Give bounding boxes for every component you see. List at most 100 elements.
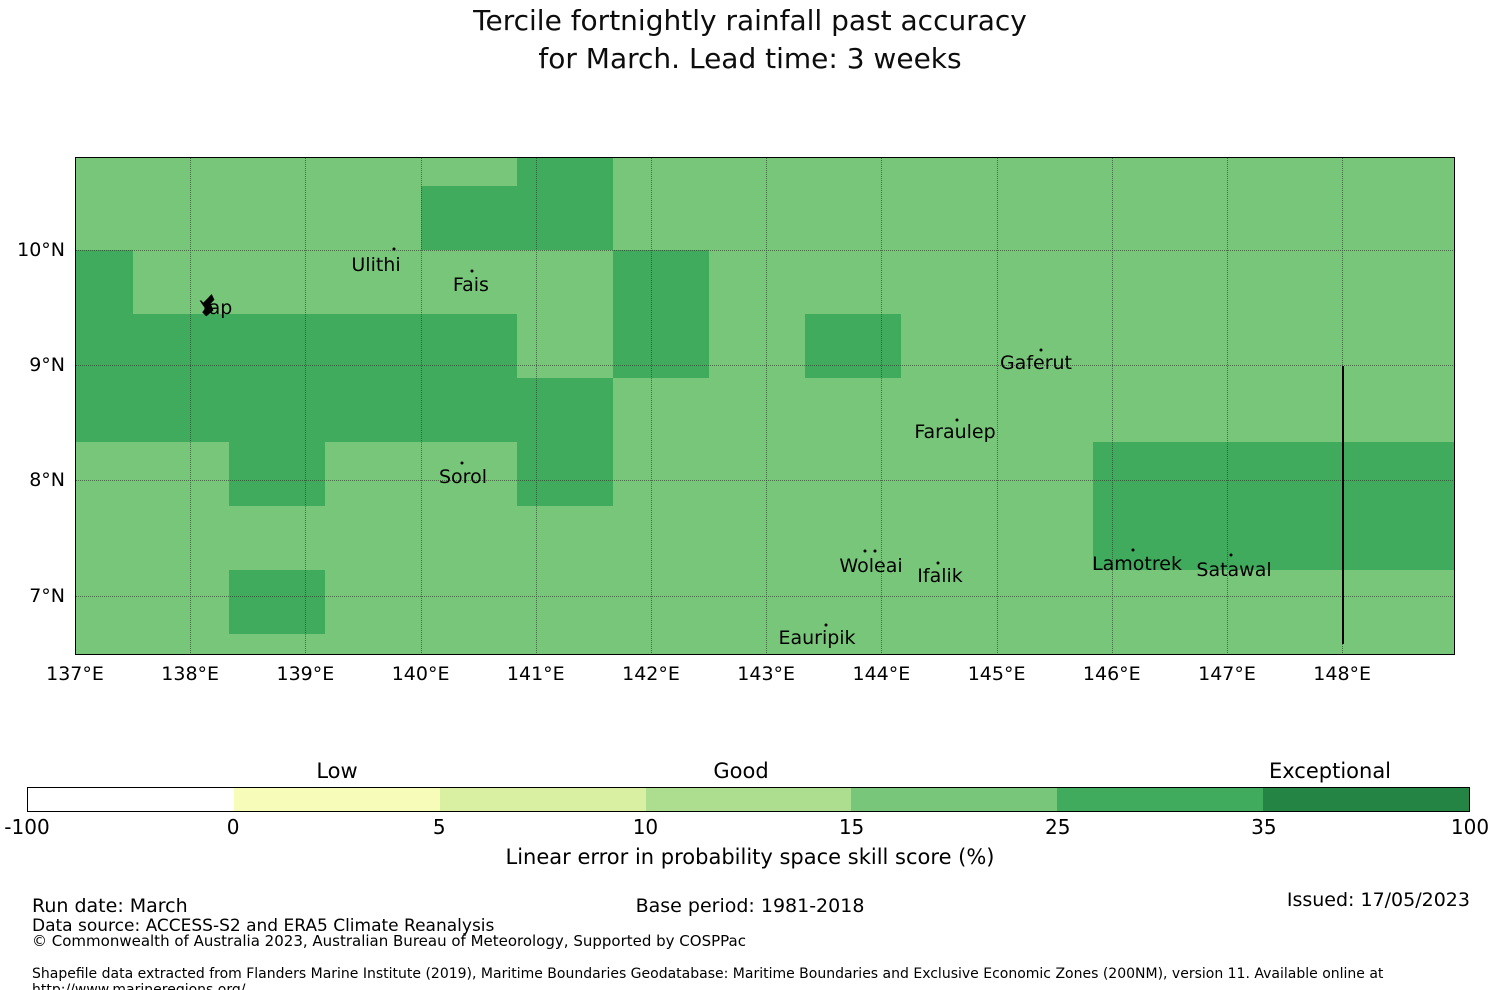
- grid-cell: [517, 314, 613, 378]
- grid-cell: [517, 157, 613, 186]
- grid-cell: [325, 442, 421, 506]
- chart-title: Tercile fortnightly rainfall past accura…: [0, 2, 1500, 78]
- island-label: Eauripik: [778, 626, 856, 649]
- grid-cell: [325, 186, 421, 250]
- graticule-meridian: [881, 157, 883, 655]
- grid-cell: [709, 634, 805, 655]
- grid-cell: [1093, 634, 1189, 655]
- grid-cell: [1093, 314, 1189, 378]
- graticule-meridian: [190, 157, 192, 655]
- colorbar-segment: [645, 788, 852, 811]
- grid-cell: [421, 314, 517, 378]
- grid-cell: [421, 506, 517, 570]
- grid-cell: [133, 570, 229, 634]
- grid-cell: [805, 314, 901, 378]
- grid-cell: [1285, 314, 1381, 378]
- grid-cell: [901, 314, 997, 378]
- island-label: Ulithi: [351, 253, 401, 276]
- grid-cell: [325, 570, 421, 634]
- colorbar-segment: [1057, 788, 1264, 811]
- grid-cell: [997, 570, 1093, 634]
- footer-base-period: Base period: 1981-2018: [635, 895, 865, 917]
- grid-cell: [517, 570, 613, 634]
- x-axis-tick-label: 140°E: [391, 663, 450, 685]
- grid-cell: [901, 186, 997, 250]
- grid-cell: [805, 157, 901, 186]
- graticule-parallel: [75, 480, 1455, 482]
- colorbar-zone-label: Low: [316, 759, 358, 783]
- grid-cell: [325, 250, 421, 314]
- grid-cell: [1285, 570, 1381, 634]
- footer-data-source: Data source: ACCESS-S2 and ERA5 Climate …: [32, 916, 495, 936]
- grid-cell: [613, 506, 709, 570]
- map-plot-area: Yap Ulithi Fais Sorol Gaferut Faraulep Woleai I…: [75, 157, 1455, 655]
- grid-cell: [1093, 250, 1189, 314]
- grid-cell: [229, 378, 325, 442]
- grid-cell: [1093, 570, 1189, 634]
- x-axis-tick-label: 137°E: [46, 663, 104, 685]
- x-axis-tick-label: 141°E: [506, 663, 565, 685]
- grid-cell: [997, 250, 1093, 314]
- island-dot: [824, 623, 828, 627]
- grid-cell: [613, 634, 709, 655]
- grid-cell: [421, 570, 517, 634]
- grid-cell: [613, 186, 709, 250]
- grid-cell: [1093, 442, 1189, 506]
- graticule-meridian: [766, 157, 768, 655]
- grid-cell: [229, 157, 325, 186]
- colorbar-tick-label: -100: [4, 815, 50, 839]
- grid-cell: [133, 186, 229, 250]
- grid-cell: [1381, 186, 1455, 250]
- grid-cell: [901, 506, 997, 570]
- grid-cell: [997, 634, 1093, 655]
- y-axis-tick-label: 7°N: [29, 584, 65, 607]
- x-axis-tick-label: 145°E: [967, 663, 1026, 685]
- graticule-parallel: [75, 250, 1455, 251]
- grid-cell: [997, 157, 1093, 186]
- footer-issued-date: Issued: 17/05/2023: [1286, 889, 1470, 911]
- grid-cell: [709, 506, 805, 570]
- grid-cell: [805, 186, 901, 250]
- grid-cell: [997, 506, 1093, 570]
- grid-cell: [1381, 442, 1455, 506]
- grid-cell: [229, 634, 325, 655]
- grid-cell: [1285, 442, 1381, 506]
- grid-cell: [997, 378, 1093, 442]
- grid-cell: [421, 634, 517, 655]
- x-axis-tick-label: 146°E: [1082, 663, 1141, 685]
- grid-cell: [901, 157, 997, 186]
- grid-cell: [75, 378, 133, 442]
- island-label: Yap: [199, 296, 233, 319]
- colorbar-zone-label: Exceptional: [1268, 759, 1392, 783]
- colorbar-segment: [851, 788, 1058, 811]
- grid-cell: [709, 442, 805, 506]
- grid-cell: [421, 157, 517, 186]
- grid-cell: [1189, 314, 1285, 378]
- colorbar-tick-label: 35: [1251, 815, 1277, 839]
- grid-cell: [1285, 250, 1381, 314]
- grid-cell: [805, 634, 901, 655]
- x-axis-tick-label: 138°E: [161, 663, 220, 685]
- eez-boundary-line: [1342, 366, 1345, 644]
- grid-cell: [75, 506, 133, 570]
- grid-cell: [1285, 157, 1381, 186]
- grid-cell: [517, 250, 613, 314]
- grid-cell: [229, 442, 325, 506]
- grid-cell: [1381, 250, 1455, 314]
- graticule-meridian: [651, 157, 652, 655]
- grid-cell: [133, 634, 229, 655]
- grid-cell: [1189, 250, 1285, 314]
- grid-cell: [133, 157, 229, 186]
- grid-cell: [901, 250, 997, 314]
- grid-cell: [75, 250, 133, 314]
- grid-cell: [229, 314, 325, 378]
- colorbar-tick-label: 25: [1044, 815, 1071, 839]
- chart-title-line2: for March. Lead time: 3 weeks: [538, 42, 962, 75]
- grid-cell: [229, 186, 325, 250]
- grid-cell: [75, 634, 133, 655]
- graticule-parallel: [75, 595, 1455, 597]
- island-label: Lamotrek: [1092, 553, 1182, 576]
- grid-cell: [709, 314, 805, 378]
- graticule-meridian: [1227, 157, 1228, 655]
- grid-cell: [1381, 634, 1455, 655]
